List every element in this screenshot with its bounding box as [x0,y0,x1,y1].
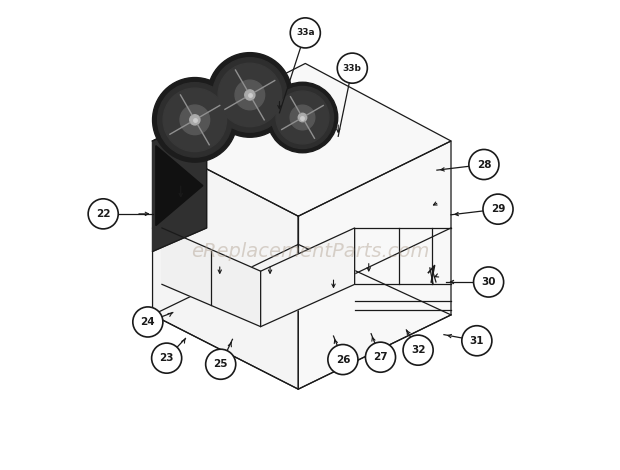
Text: 23: 23 [159,353,174,363]
Circle shape [272,86,334,149]
Circle shape [403,335,433,365]
Circle shape [474,267,503,297]
Circle shape [213,58,287,132]
Polygon shape [153,115,206,251]
Text: 32: 32 [411,345,425,355]
Text: 30: 30 [481,277,496,287]
Text: 24: 24 [141,317,155,327]
Circle shape [245,90,255,100]
Circle shape [152,343,182,373]
Circle shape [290,105,315,130]
Polygon shape [156,146,203,226]
Circle shape [180,105,210,135]
Circle shape [483,194,513,224]
Text: 33b: 33b [343,63,361,73]
Circle shape [462,326,492,356]
Text: 27: 27 [373,352,388,362]
Circle shape [208,53,292,137]
Circle shape [337,53,367,83]
Circle shape [88,199,118,229]
Circle shape [163,88,226,152]
Text: 25: 25 [213,359,228,369]
Polygon shape [162,228,260,327]
Text: 26: 26 [335,354,350,365]
Circle shape [290,18,321,48]
Text: 31: 31 [469,336,484,346]
Circle shape [267,82,338,153]
Circle shape [153,78,237,162]
Text: 29: 29 [491,204,505,214]
Circle shape [328,345,358,375]
Text: eReplacementParts.com: eReplacementParts.com [191,242,429,261]
Text: 22: 22 [96,209,110,219]
Circle shape [235,80,265,110]
Circle shape [365,342,396,372]
Circle shape [298,113,307,122]
Polygon shape [298,141,451,389]
Text: 33a: 33a [296,28,314,38]
Polygon shape [260,228,355,327]
Polygon shape [153,141,298,389]
Circle shape [276,91,329,144]
Circle shape [206,349,236,379]
Text: 28: 28 [477,159,491,170]
Circle shape [157,83,232,157]
Circle shape [190,115,200,125]
Circle shape [133,307,163,337]
Circle shape [469,149,499,180]
Circle shape [218,63,281,127]
Polygon shape [153,63,451,216]
